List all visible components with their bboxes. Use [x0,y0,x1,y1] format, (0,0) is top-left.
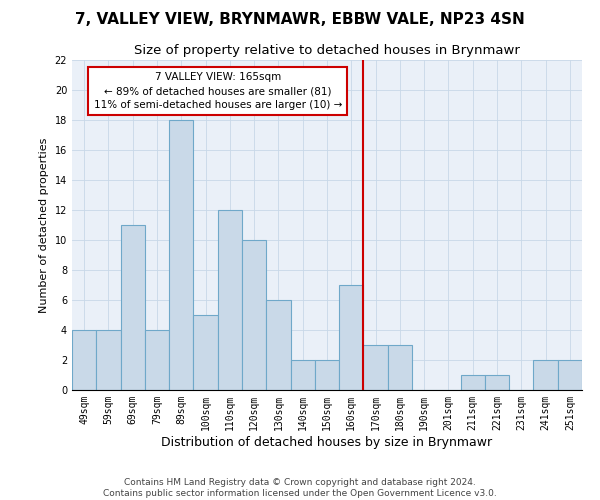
Y-axis label: Number of detached properties: Number of detached properties [39,138,49,312]
Bar [266,300,290,390]
Title: Size of property relative to detached houses in Brynmawr: Size of property relative to detached ho… [134,44,520,58]
Bar [145,330,169,390]
Bar [388,345,412,390]
Text: Contains HM Land Registry data © Crown copyright and database right 2024.
Contai: Contains HM Land Registry data © Crown c… [103,478,497,498]
Bar [533,360,558,390]
Bar [121,225,145,390]
Bar [339,285,364,390]
Bar [242,240,266,390]
Text: 7 VALLEY VIEW: 165sqm
← 89% of detached houses are smaller (81)
11% of semi-deta: 7 VALLEY VIEW: 165sqm ← 89% of detached … [94,72,342,110]
Bar [193,315,218,390]
Bar [169,120,193,390]
Bar [72,330,96,390]
X-axis label: Distribution of detached houses by size in Brynmawr: Distribution of detached houses by size … [161,436,493,448]
Bar [558,360,582,390]
Bar [96,330,121,390]
Bar [290,360,315,390]
Bar [364,345,388,390]
Bar [218,210,242,390]
Bar [461,375,485,390]
Bar [315,360,339,390]
Bar [485,375,509,390]
Text: 7, VALLEY VIEW, BRYNMAWR, EBBW VALE, NP23 4SN: 7, VALLEY VIEW, BRYNMAWR, EBBW VALE, NP2… [75,12,525,28]
